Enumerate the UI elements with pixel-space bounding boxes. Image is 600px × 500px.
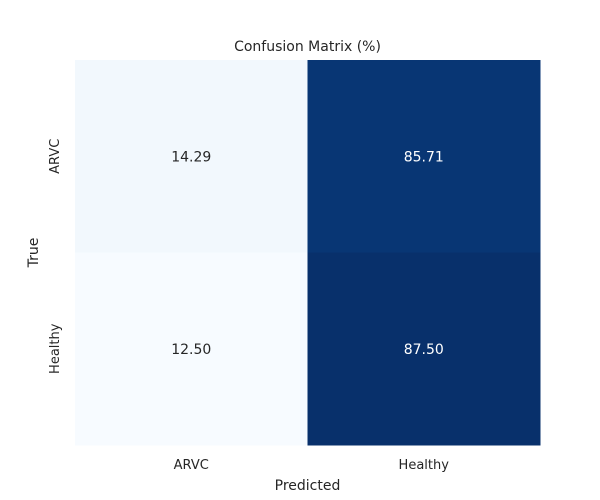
cell-value-1-1: 87.50	[404, 342, 444, 358]
heatmap-cell-0-1	[307, 60, 541, 253]
y-tick-labels: ARVC Healthy	[48, 139, 63, 374]
heatmap-cell-1-0	[75, 252, 308, 446]
heatmap-cells	[75, 60, 541, 446]
heatmap-cell-0-0	[75, 60, 308, 253]
x-tick-0: ARVC	[174, 458, 209, 473]
cell-value-1-0: 12.50	[171, 342, 211, 358]
y-tick-0: ARVC	[48, 139, 63, 174]
y-tick-1: Healthy	[48, 323, 63, 374]
chart-title: Confusion Matrix (%)	[234, 39, 381, 55]
x-tick-1: Healthy	[399, 458, 450, 473]
heatmap-cell-1-1	[307, 252, 541, 446]
heatmap-cell-labels: 14.29 85.71 12.50 87.50	[171, 149, 444, 358]
y-axis-label: True	[26, 238, 42, 269]
x-axis-label: Predicted	[275, 478, 341, 494]
x-tick-labels: ARVC Healthy	[174, 458, 450, 473]
cell-value-0-0: 14.29	[171, 149, 211, 165]
cell-value-0-1: 85.71	[404, 149, 444, 165]
